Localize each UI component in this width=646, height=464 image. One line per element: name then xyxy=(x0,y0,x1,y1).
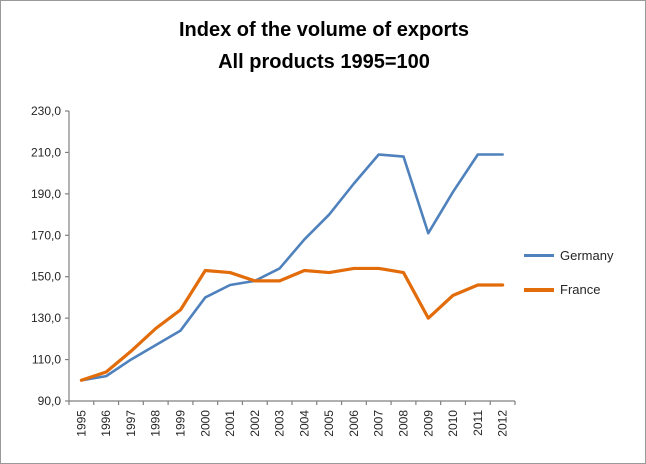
x-tick-label: 2006 xyxy=(347,410,361,437)
x-tick-label: 2004 xyxy=(297,410,311,437)
series-line-france xyxy=(79,266,505,382)
legend-label-germany: Germany xyxy=(560,248,614,263)
x-tick-label: 1996 xyxy=(99,410,113,437)
x-tick-label: 2012 xyxy=(496,410,510,437)
y-tick-label: 230,0 xyxy=(31,104,61,118)
x-tick-label: 2000 xyxy=(198,410,212,437)
y-tick-label: 170,0 xyxy=(31,228,61,242)
x-tick-label: 2007 xyxy=(372,410,386,437)
x-tick-label: 2011 xyxy=(471,410,485,436)
legend-entry-germany: Germany xyxy=(524,248,613,263)
x-tick-label: 1997 xyxy=(124,410,138,437)
chart-title-line2: All products 1995=100 xyxy=(218,51,430,73)
x-tick-label: 2009 xyxy=(421,410,435,437)
legend: Germany France xyxy=(524,248,613,297)
legend-entry-france: France xyxy=(524,282,613,297)
germany-line-swatch-icon xyxy=(524,254,554,257)
x-tick-label: 1999 xyxy=(174,410,188,437)
x-tick-label: 2001 xyxy=(223,410,237,437)
x-tick-label: 2008 xyxy=(397,410,411,437)
france-line-swatch-icon xyxy=(524,287,554,292)
x-tick-label: 2002 xyxy=(248,410,262,437)
x-tick-label: 2010 xyxy=(446,410,460,437)
series-line-germany xyxy=(80,153,504,382)
y-tick-label: 210,0 xyxy=(31,145,61,159)
y-tick-label: 190,0 xyxy=(31,187,61,201)
chart-title: Index of the volume of exports All produ… xyxy=(1,14,645,78)
y-tick-label: 110,0 xyxy=(32,353,61,367)
chart-title-line1: Index of the volume of exports xyxy=(178,19,470,41)
legend-label-france: France xyxy=(560,282,601,297)
y-tick-label: 90,0 xyxy=(38,394,62,408)
x-tick-label: 1998 xyxy=(149,410,163,437)
x-tick-label: 2003 xyxy=(273,410,287,437)
x-tick-label: 2005 xyxy=(322,410,336,437)
y-tick-label: 130,0 xyxy=(31,311,61,325)
x-tick-label: 1995 xyxy=(74,410,88,437)
y-tick-label: 150,0 xyxy=(31,270,61,284)
